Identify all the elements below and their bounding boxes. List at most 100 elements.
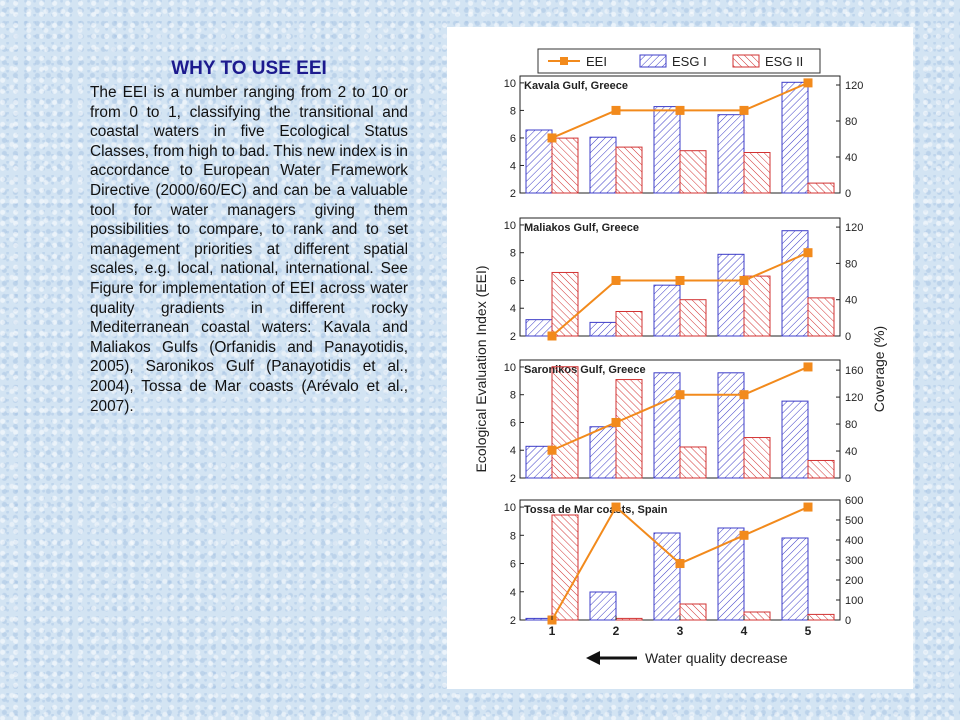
bar-esg2 — [551, 137, 579, 194]
legend-eei-marker — [560, 57, 568, 65]
bar-esg1 — [781, 537, 809, 621]
y-tick-label-right: 500 — [845, 515, 863, 527]
y-tick-label-left: 10 — [504, 78, 516, 90]
y-tick-label-right: 40 — [845, 152, 857, 164]
y-tick-label-right: 100 — [845, 595, 863, 607]
legend-box — [537, 48, 821, 74]
bar-esg2 — [615, 379, 643, 479]
y-tick-label-left: 2 — [510, 473, 516, 485]
eei-point — [547, 445, 557, 455]
y-tick-label-left: 8 — [510, 390, 516, 402]
bar-esg1 — [589, 136, 617, 194]
figure-panel: EEI ESG I ESG II Ecological Evaluation I… — [447, 27, 913, 689]
y-tick-label-left: 10 — [504, 502, 516, 514]
y-tick-label-left: 8 — [510, 105, 516, 117]
bar-esg2 — [807, 297, 835, 337]
bar-esg2 — [743, 437, 771, 479]
eei-point — [611, 275, 621, 285]
y-tick-label-right: 80 — [845, 116, 857, 128]
y-tick-label-right: 160 — [845, 365, 863, 377]
bar-esg2 — [551, 514, 579, 621]
bar-esg2 — [807, 182, 835, 194]
legend-esg2-label: ESG II — [765, 54, 803, 69]
bar-esg1 — [781, 400, 809, 479]
y-tick-label-right: 0 — [845, 615, 851, 627]
bar-esg1 — [589, 591, 617, 621]
y-tick-label-left: 2 — [510, 331, 516, 343]
eei-point — [803, 78, 813, 88]
bar-esg1 — [717, 527, 745, 621]
y-tick-label-left: 4 — [510, 445, 516, 457]
legend-esg2-swatch — [732, 54, 760, 68]
y-tick-label-right: 600 — [845, 495, 863, 507]
y-tick-label-left: 4 — [510, 587, 516, 599]
slide-body-text: The EEI is a number ranging from 2 to 10… — [90, 84, 408, 415]
bar-esg1 — [717, 253, 745, 337]
y-tick-label-right: 120 — [845, 392, 863, 404]
y-tick-label-right: 0 — [845, 473, 851, 485]
y-tick-label-left: 4 — [510, 303, 516, 315]
chart-title: Kavala Gulf, Greece — [524, 80, 628, 92]
eei-point — [611, 502, 621, 512]
charts-layer: Kavala Gulf, Greece24681004080120Maliako… — [504, 75, 863, 638]
y-tick-label-right: 80 — [845, 419, 857, 431]
x-tick-label: 3 — [677, 624, 684, 638]
bar-esg2 — [615, 146, 643, 194]
bar-esg1 — [653, 106, 681, 194]
x-axis-label: Water quality decrease — [645, 650, 788, 666]
eei-point — [739, 105, 749, 115]
bar-esg2 — [551, 271, 579, 337]
x-axis-caption: Water quality decrease — [586, 650, 788, 666]
bar-esg1 — [653, 372, 681, 479]
eei-point — [803, 502, 813, 512]
y-tick-label-left: 10 — [504, 220, 516, 232]
slide-title: WHY TO USE EEI — [171, 58, 327, 79]
eei-point — [547, 331, 557, 341]
bar-esg1 — [781, 81, 809, 194]
eei-point — [675, 390, 685, 400]
bar-esg2 — [807, 459, 835, 479]
direction-arrow-head — [586, 651, 600, 665]
y-axis-label-left: Ecological Evaluation Index (EEI) — [473, 266, 489, 473]
y-tick-label-right: 300 — [845, 555, 863, 567]
bar-esg2 — [743, 275, 771, 337]
chart-title: Maliakos Gulf, Greece — [524, 222, 639, 234]
y-tick-label-left: 6 — [510, 275, 516, 287]
legend: EEI ESG I ESG II — [537, 48, 821, 74]
bar-esg1 — [781, 230, 809, 337]
y-tick-label-left: 10 — [504, 362, 516, 374]
chart-title: Tossa de Mar coasts, Spain — [524, 504, 668, 516]
x-tick-label: 4 — [741, 624, 748, 638]
x-tick-label: 5 — [805, 624, 812, 638]
bar-esg2 — [679, 446, 707, 479]
y-tick-label-right: 120 — [845, 222, 863, 234]
y-tick-label-right: 40 — [845, 446, 857, 458]
y-tick-label-right: 200 — [845, 575, 863, 587]
y-tick-label-right: 80 — [845, 258, 857, 270]
eei-point — [675, 559, 685, 569]
y-tick-label-left: 4 — [510, 160, 516, 172]
bar-esg1 — [589, 321, 617, 337]
bar-esg1 — [717, 114, 745, 194]
legend-esg1-swatch — [639, 54, 667, 68]
eei-point — [611, 417, 621, 427]
eei-point — [803, 248, 813, 258]
chart-title: Saronikos Gulf, Greece — [524, 364, 646, 376]
y-tick-label-right: 120 — [845, 80, 863, 92]
bar-esg2 — [743, 152, 771, 194]
x-tick-label: 1 — [549, 624, 556, 638]
eei-point — [675, 275, 685, 285]
y-tick-label-left: 8 — [510, 530, 516, 542]
x-tick-label: 2 — [613, 624, 620, 638]
bar-esg2 — [743, 611, 771, 621]
y-tick-label-left: 8 — [510, 248, 516, 260]
y-axis-label-right: Coverage (%) — [871, 326, 887, 412]
y-tick-label-left: 6 — [510, 559, 516, 571]
bar-esg2 — [679, 150, 707, 194]
y-tick-label-right: 400 — [845, 535, 863, 547]
eei-point — [803, 362, 813, 372]
bar-esg2 — [679, 603, 707, 621]
eei-point — [611, 105, 621, 115]
y-tick-label-left: 6 — [510, 133, 516, 145]
y-tick-label-right: 0 — [845, 188, 851, 200]
